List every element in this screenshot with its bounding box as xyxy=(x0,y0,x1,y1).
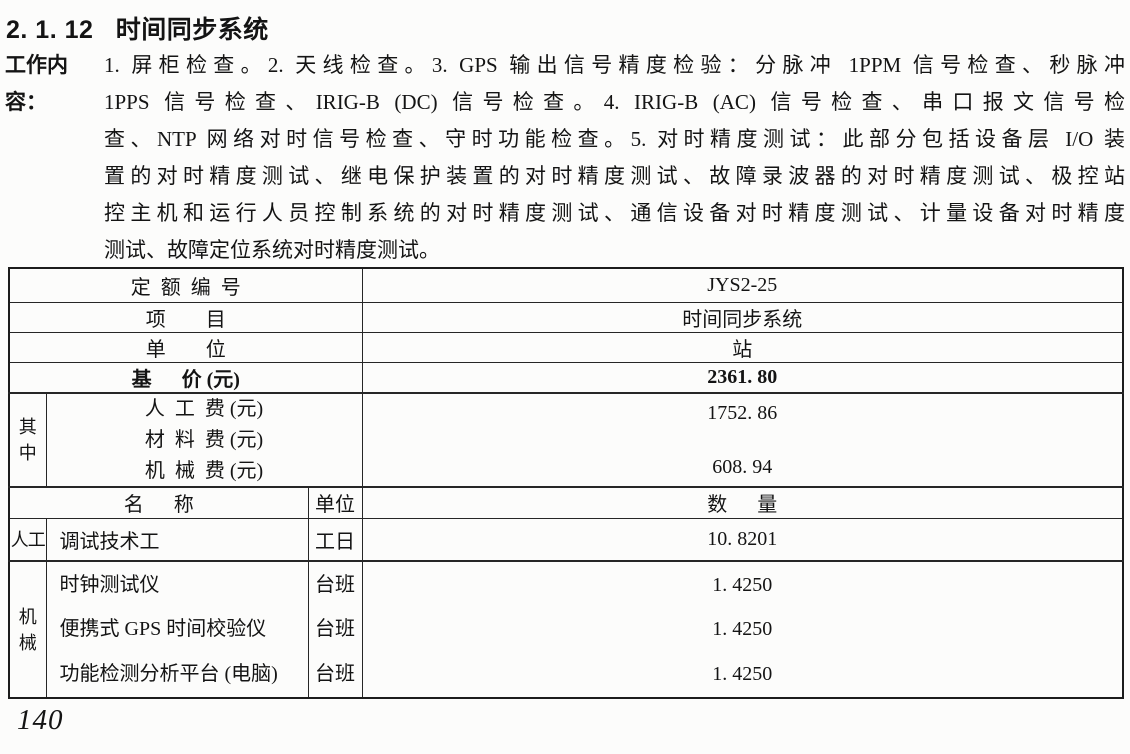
machine-fee-label: 机 械 费 (元) xyxy=(144,459,264,482)
work-content-line: 查、NTP 网络对时信号检查、守时功能检查。5. 对时精度测试：此部分包括设备层… xyxy=(104,127,1125,151)
section-heading: 2. 1. 12 时间同步系统 xyxy=(6,16,269,44)
table-row-unit: 单 位 站 xyxy=(8,331,1124,363)
machinery-name: 功能检测分析平台 (电脑) xyxy=(59,663,278,686)
machinery-name: 时钟测试仪 xyxy=(59,573,160,596)
labor-fee-label: 人 工 费 (元) xyxy=(144,398,264,421)
machinery-name: 便携式 GPS 时间校验仪 xyxy=(59,618,267,641)
table-row-quota-no: 定 额 编 号 JYS2-25 xyxy=(8,267,1124,303)
table-row-base-price: 基 价 (元) 2361. 80 xyxy=(8,361,1124,394)
unit-value: 站 xyxy=(361,331,1124,363)
among-label: 其中 xyxy=(8,392,47,488)
base-price-value: 2361. 80 xyxy=(361,361,1124,394)
unit-label: 单 位 xyxy=(8,331,363,363)
fee-values-cell: 1752. 86 608. 94 xyxy=(361,392,1124,488)
machine-fee-value: 608. 94 xyxy=(712,455,773,478)
item-label: 项 目 xyxy=(8,301,363,333)
labor-fee-value: 1752. 86 xyxy=(707,402,778,425)
machinery-qty: 1. 4250 xyxy=(712,573,773,596)
machinery-names-cell: 时钟测试仪 便携式 GPS 时间校验仪 功能检测分析平台 (电脑) xyxy=(45,560,309,699)
machinery-unit: 台班 xyxy=(315,573,356,596)
quota-no-value: JYS2-25 xyxy=(361,267,1124,303)
quota-table: 定 额 编 号 JYS2-25 项 目 时间同步系统 单 位 站 基 价 (元)… xyxy=(8,267,1125,699)
table-row-list-header: 名 称 单位 数 量 xyxy=(8,486,1124,519)
labor-unit: 工日 xyxy=(307,517,363,562)
name-column-header: 名 称 xyxy=(8,486,309,519)
table-row-fee-breakdown: 其中 人 工 费 (元) 材 料 费 (元) 机 械 费 (元) 1752. 8… xyxy=(8,392,1124,488)
work-content-line: 置的对时精度测试、继电保护装置的对时精度测试、故障录波器的对时精度测试、极控站 xyxy=(104,164,1125,188)
work-content-line: 控主机和运行人员控制系统的对时精度测试、通信设备对时精度测试、计量设备对时精度 xyxy=(104,201,1125,225)
work-content-line: 测试、故障定位系统对时精度测试。 xyxy=(104,238,440,262)
table-row-machinery: 机械 时钟测试仪 便携式 GPS 时间校验仪 功能检测分析平台 (电脑) 台班 … xyxy=(8,560,1124,699)
machinery-unit: 台班 xyxy=(315,618,356,641)
table-row-labor: 人工 调试技术工 工日 10. 8201 xyxy=(8,517,1124,562)
unit-column-header: 单位 xyxy=(307,486,363,519)
machinery-qty: 1. 4250 xyxy=(712,618,773,641)
page-number: 140 xyxy=(17,704,64,736)
machinery-unit: 台班 xyxy=(315,663,356,686)
quota-no-label: 定 额 编 号 xyxy=(8,267,363,303)
base-price-label: 基 价 (元) xyxy=(8,361,363,394)
labor-category-label: 人工 xyxy=(8,517,47,562)
machinery-qtys-cell: 1. 4250 1. 4250 1. 4250 xyxy=(361,560,1124,699)
qty-column-header: 数 量 xyxy=(361,486,1124,519)
fee-names-cell: 人 工 费 (元) 材 料 费 (元) 机 械 费 (元) xyxy=(45,392,363,488)
machinery-category-label: 机械 xyxy=(8,560,47,699)
table-row-item: 项 目 时间同步系统 xyxy=(8,301,1124,333)
machinery-qty: 1. 4250 xyxy=(712,663,773,686)
work-content-line: 1PPS 信号检查、IRIG-B (DC) 信号检查。4. IRIG-B (AC… xyxy=(104,90,1125,114)
work-content-text: 1. 屏柜检查。2. 天线检查。3. GPS 输出信号精度检验：分脉冲 1PPM… xyxy=(104,47,1125,269)
work-content: 工作内容： 1. 屏柜检查。2. 天线检查。3. GPS 输出信号精度检验：分脉… xyxy=(5,47,1125,269)
machinery-units-cell: 台班 台班 台班 xyxy=(307,560,363,699)
work-content-line: 1. 屏柜检查。2. 天线检查。3. GPS 输出信号精度检验：分脉冲 1PPM… xyxy=(104,53,1125,77)
labor-name: 调试技术工 xyxy=(45,517,309,562)
item-value: 时间同步系统 xyxy=(361,301,1124,333)
work-content-label: 工作内容： xyxy=(5,54,68,114)
labor-qty: 10. 8201 xyxy=(361,517,1124,562)
material-fee-label: 材 料 费 (元) xyxy=(144,428,264,451)
